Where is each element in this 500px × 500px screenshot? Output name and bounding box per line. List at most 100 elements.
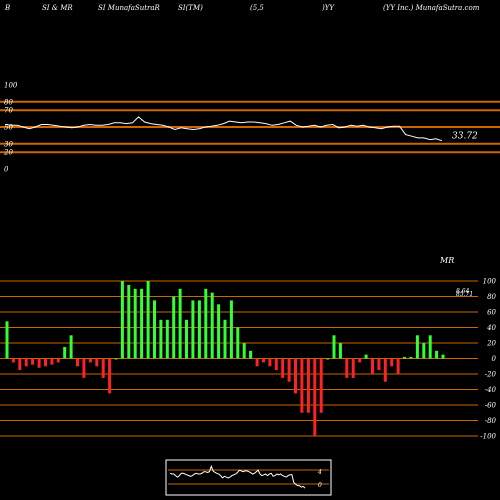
mr-bar bbox=[249, 350, 253, 359]
mr-bar bbox=[114, 358, 118, 360]
header-item: SI(TM) bbox=[178, 4, 203, 12]
mr-bar bbox=[364, 354, 368, 359]
mr-y-tick: -40 bbox=[485, 386, 497, 394]
rsi-y-tick: 50 bbox=[4, 124, 13, 132]
mr-bar bbox=[63, 346, 67, 359]
mr-bar bbox=[165, 319, 169, 359]
mini-label: 0 bbox=[318, 482, 322, 489]
mr-right-label: 8.64 bbox=[456, 288, 470, 295]
mr-bar bbox=[415, 335, 419, 359]
mr-bar bbox=[262, 358, 265, 363]
mr-bar bbox=[358, 358, 362, 363]
mr-bar bbox=[223, 319, 227, 359]
mr-bar bbox=[319, 358, 323, 413]
header-item: SI MunafaSutraR bbox=[98, 4, 161, 12]
mr-y-tick: 60 bbox=[487, 309, 496, 317]
rsi-y-tick: 30 bbox=[4, 140, 13, 148]
mr-bar bbox=[101, 358, 105, 378]
mr-y-tick: -60 bbox=[485, 402, 497, 410]
mr-bar bbox=[95, 358, 99, 367]
mr-bar bbox=[229, 300, 233, 359]
mr-bar bbox=[371, 358, 374, 374]
rsi-line bbox=[4, 116, 443, 142]
mini-chart: 40 bbox=[165, 459, 332, 496]
mr-bar bbox=[332, 335, 336, 359]
mr-bar bbox=[108, 358, 112, 394]
mr-bar bbox=[441, 354, 445, 359]
mr-bar bbox=[159, 319, 163, 359]
mr-bar bbox=[11, 358, 15, 363]
mr-y-tick: 80 bbox=[487, 293, 496, 301]
mr-bar bbox=[178, 288, 182, 359]
mr-y-tick: -100 bbox=[480, 433, 496, 441]
mr-bar bbox=[120, 281, 124, 359]
mr-bar bbox=[409, 356, 413, 359]
header-item: B bbox=[4, 4, 10, 12]
mr-bar bbox=[435, 350, 439, 359]
mr-bar bbox=[313, 358, 317, 436]
mr-y-tick: 20 bbox=[486, 340, 496, 348]
header-item: SI & MR bbox=[42, 4, 73, 12]
mr-bar bbox=[18, 358, 22, 371]
mr-bar bbox=[153, 300, 156, 359]
mr-bar bbox=[294, 358, 297, 394]
rsi-y-tick: 70 bbox=[4, 107, 13, 115]
mr-bar bbox=[88, 358, 92, 363]
mini-frame bbox=[165, 459, 332, 496]
mr-bar bbox=[56, 358, 60, 363]
mr-bar bbox=[268, 358, 272, 367]
mr-bar bbox=[44, 358, 47, 367]
mr-bar bbox=[428, 335, 432, 359]
mr-bar bbox=[82, 358, 86, 378]
mr-bar bbox=[351, 358, 355, 378]
header-item: (5,5 bbox=[250, 4, 264, 12]
mr-bar bbox=[204, 288, 208, 359]
mr-bar bbox=[300, 358, 304, 413]
mr-y-tick: 100 bbox=[483, 278, 497, 286]
mr-bar bbox=[146, 281, 150, 359]
mr-bar bbox=[390, 358, 394, 367]
mr-bar bbox=[69, 335, 73, 359]
rsi-last-value: 33.72 bbox=[452, 132, 478, 142]
mr-bar bbox=[345, 358, 349, 378]
mr-bar bbox=[338, 343, 342, 359]
mini-line bbox=[169, 464, 306, 489]
mr-bar bbox=[185, 319, 188, 359]
mr-bar bbox=[326, 358, 330, 360]
mr-bar bbox=[5, 321, 9, 359]
mr-y-tick: 0 bbox=[492, 355, 497, 363]
mr-bar bbox=[383, 358, 387, 382]
mr-bar bbox=[287, 358, 291, 382]
mr-bar bbox=[306, 358, 310, 413]
mr-bar bbox=[76, 358, 79, 367]
mr-bar bbox=[127, 284, 131, 359]
mr-bar bbox=[242, 343, 246, 359]
rsi-y-tick: 0 bbox=[4, 166, 9, 174]
mr-bar bbox=[133, 288, 137, 359]
header-item: (YY Inc.) MunafaSutra.com bbox=[383, 4, 480, 12]
rsi-y-tick: 20 bbox=[3, 149, 13, 157]
rsi-y-tick: 80 bbox=[4, 98, 13, 106]
mr-bar bbox=[50, 358, 54, 365]
mr-bar bbox=[172, 296, 176, 359]
mr-bar bbox=[140, 288, 144, 359]
mini-label: 4 bbox=[317, 469, 322, 476]
mr-y-tick: -20 bbox=[485, 371, 497, 379]
mr-bar bbox=[24, 358, 28, 367]
mr-bar bbox=[197, 300, 201, 359]
mr-bar bbox=[274, 358, 278, 371]
mr-title: MR bbox=[439, 256, 454, 265]
mr-bar bbox=[236, 327, 240, 359]
mr-bar bbox=[210, 292, 214, 359]
mr-bar bbox=[217, 304, 221, 359]
mr-bar bbox=[255, 358, 259, 367]
mr-bar bbox=[281, 358, 285, 378]
mr-bar bbox=[37, 358, 41, 368]
mr-right-label: 85.71 bbox=[456, 291, 473, 298]
mr-bar bbox=[191, 300, 195, 359]
mr-bar bbox=[377, 358, 381, 371]
